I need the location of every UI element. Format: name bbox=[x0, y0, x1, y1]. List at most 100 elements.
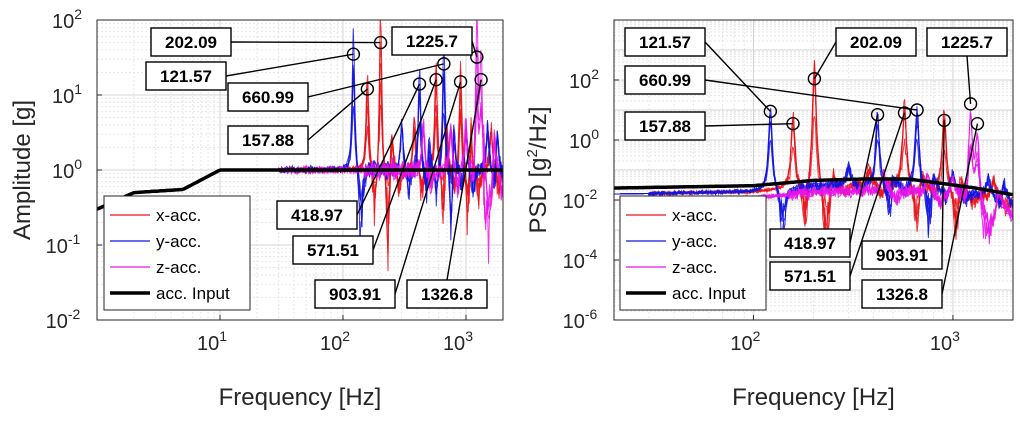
peak-marker-circle bbox=[373, 35, 388, 50]
x-tick-label: 102 bbox=[320, 328, 350, 355]
callout-label: 1225.7 bbox=[941, 33, 993, 52]
psd-panel: 102 103 10-6 10-4 10-2 100 102 Frequency [Hz] PS… bbox=[524, 19, 1014, 411]
callout-label: 202.09 bbox=[850, 33, 902, 52]
curves bbox=[614, 60, 1013, 258]
x-axis-label: Frequency [Hz] bbox=[732, 384, 895, 411]
callout-box bbox=[624, 27, 706, 57]
callout-leader-line bbox=[225, 53, 354, 77]
y-tick-label: 10-1 bbox=[46, 231, 81, 258]
legend-label: acc. Input bbox=[156, 284, 230, 303]
callout-label: 157.88 bbox=[639, 117, 691, 136]
peak-marker-circle bbox=[412, 77, 427, 91]
callout-label: 418.97 bbox=[784, 234, 836, 253]
x-axis-label: Frequency [Hz] bbox=[219, 384, 382, 411]
callout-leader-line bbox=[849, 114, 879, 244]
callout-box bbox=[227, 82, 309, 112]
callout-box bbox=[624, 111, 706, 141]
y-tick-label: 10-6 bbox=[563, 306, 598, 333]
peak-marker-circle bbox=[937, 113, 951, 128]
legend-label: y-acc. bbox=[672, 232, 717, 251]
y-tick-label: 101 bbox=[52, 81, 82, 108]
callout-leader-line bbox=[813, 41, 837, 80]
callout-box bbox=[861, 240, 943, 270]
annotations: 121.57 202.09 157.88 418.97 571.51 660.99 903.… bbox=[624, 27, 1008, 309]
callout-label: 1225.7 bbox=[406, 32, 458, 51]
legend-label: y-acc. bbox=[156, 232, 201, 251]
callout-box bbox=[227, 125, 309, 155]
callout-label: 202.09 bbox=[165, 33, 217, 52]
legend: x-acc. y-acc. z-acc. acc. Input bbox=[619, 195, 767, 311]
callout-label: 121.57 bbox=[160, 67, 212, 86]
peak-marker-circle bbox=[870, 107, 885, 122]
callout-leader-line bbox=[471, 40, 478, 58]
axes-frame bbox=[613, 19, 1014, 321]
y-tick-label: 10-4 bbox=[563, 246, 598, 273]
callout-box bbox=[145, 61, 227, 91]
y-tick-label: 100 bbox=[569, 126, 599, 153]
callout-leader-line bbox=[307, 63, 445, 98]
callout-leader-line bbox=[704, 79, 918, 111]
callout-box bbox=[769, 261, 851, 291]
peak-marker-circle bbox=[786, 116, 800, 131]
callout-leader-line bbox=[230, 41, 381, 44]
peak-marker-circle bbox=[963, 97, 978, 111]
peak-marker-circle bbox=[429, 72, 443, 87]
callout-box bbox=[314, 279, 396, 309]
legend-label: x-acc. bbox=[156, 206, 201, 225]
callout-label: 1326.8 bbox=[876, 285, 928, 304]
y-tick-label: 100 bbox=[52, 156, 82, 183]
callout-label: 157.88 bbox=[242, 131, 294, 150]
acc-input-series-line bbox=[614, 177, 1013, 197]
callout-label: 903.91 bbox=[329, 285, 381, 304]
x-tick-label: 101 bbox=[197, 328, 227, 355]
callout-leader-line bbox=[356, 83, 421, 216]
legend-label: x-acc. bbox=[672, 206, 717, 225]
callout-leader-line bbox=[372, 79, 437, 251]
callout-leader-line bbox=[394, 81, 462, 295]
legend-label: z-acc. bbox=[672, 258, 717, 277]
callout-box bbox=[406, 279, 488, 309]
callout-box bbox=[624, 65, 706, 95]
callout-label: 903.91 bbox=[876, 246, 928, 265]
amplitude-panel: 101 102 103 10-2 10-1 100 101 102 Frequency [Hz]… bbox=[9, 6, 504, 411]
peak-marker-circle bbox=[897, 106, 912, 120]
callout-box bbox=[391, 26, 473, 56]
x-tick-label: 103 bbox=[930, 328, 960, 355]
peak-marker-circle bbox=[910, 103, 924, 117]
callout-label: 660.99 bbox=[242, 88, 294, 107]
peak-marker-circle bbox=[970, 116, 985, 131]
y-tick-label: 10-2 bbox=[46, 306, 81, 333]
callout-box bbox=[835, 27, 917, 57]
callout-label: 571.51 bbox=[784, 267, 836, 286]
peak-marker-circle bbox=[453, 75, 468, 89]
y-axis-label: Amplitude [g] bbox=[9, 100, 36, 240]
callout-box bbox=[276, 200, 358, 230]
callout-box bbox=[769, 228, 851, 258]
y-tick-label: 102 bbox=[52, 6, 82, 33]
y-tick-label: 102 bbox=[569, 66, 599, 93]
callout-label: 121.57 bbox=[639, 33, 691, 52]
peak-marker-circle bbox=[437, 57, 451, 71]
callout-leader-line bbox=[941, 120, 945, 256]
callout-leader-line bbox=[446, 79, 482, 281]
annotations: 202.09 121.57 157.88 418.97 571.51 660.99 903.… bbox=[145, 26, 488, 309]
peak-marker-circle bbox=[470, 50, 484, 64]
acc-input-series-line bbox=[97, 168, 503, 211]
y-tick-label: 10-2 bbox=[563, 186, 598, 213]
callout-box bbox=[861, 279, 943, 309]
x-tick-label: 102 bbox=[730, 328, 760, 355]
callout-label: 571.51 bbox=[307, 241, 359, 260]
callout-label: 660.99 bbox=[639, 71, 691, 90]
callout-leader-line bbox=[307, 88, 368, 141]
peak-marker-circle bbox=[763, 104, 778, 119]
legend-label: acc. Input bbox=[672, 284, 746, 303]
peak-marker-circle bbox=[346, 47, 361, 61]
callout-label: 1326.8 bbox=[421, 285, 473, 304]
peak-marker-circle bbox=[474, 72, 488, 87]
legend-label: z-acc. bbox=[156, 258, 201, 277]
legend: x-acc. y-acc. z-acc. acc. Input bbox=[103, 195, 251, 311]
callout-leader-line bbox=[941, 123, 979, 295]
peak-marker-circle bbox=[807, 72, 822, 86]
